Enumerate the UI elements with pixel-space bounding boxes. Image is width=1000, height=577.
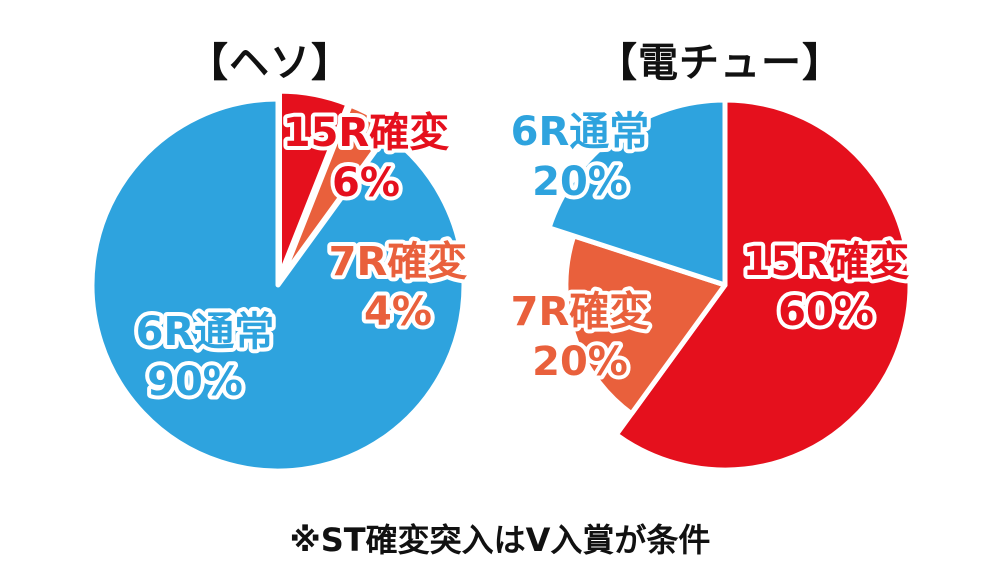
heso-slice-1: [279, 102, 394, 281]
heso-slice-0-value-label: 6%: [332, 160, 400, 206]
denchu-slice-0-name-label: 15R確変: [743, 239, 909, 285]
denchu-slice-1-name-label: 7R確変: [511, 289, 650, 335]
heso-chart-title: 【ヘソ】: [188, 40, 352, 86]
footnote: ※ST確変突入はV入賞が条件: [289, 521, 711, 559]
heso-slice-0: [276, 88, 351, 280]
heso-slice-2: [89, 96, 467, 474]
denchu-slice-2: [546, 97, 728, 288]
denchu-slice-2-value-label: 20%: [532, 159, 628, 205]
denchu-slice-0-value-label: 60%: [778, 289, 874, 335]
denchu-slice-1-value-label: 20%: [532, 339, 628, 385]
denchu-slice-0: [613, 97, 913, 473]
denchu-chart-title: 【電チュー】: [597, 40, 843, 86]
denchu-slice-2-name-label: 6R通常: [511, 109, 650, 155]
heso-slice-1-value-label: 4%: [364, 289, 432, 335]
heso-slice-2-name-label: 6R通常: [136, 309, 275, 355]
denchu-slice-1: [563, 233, 728, 417]
heso-slice-0-name-label: 15R確変: [283, 110, 449, 156]
heso-slice-2-value-label: 90%: [147, 359, 243, 405]
heso-slice-1-name-label: 7R確変: [329, 239, 468, 285]
